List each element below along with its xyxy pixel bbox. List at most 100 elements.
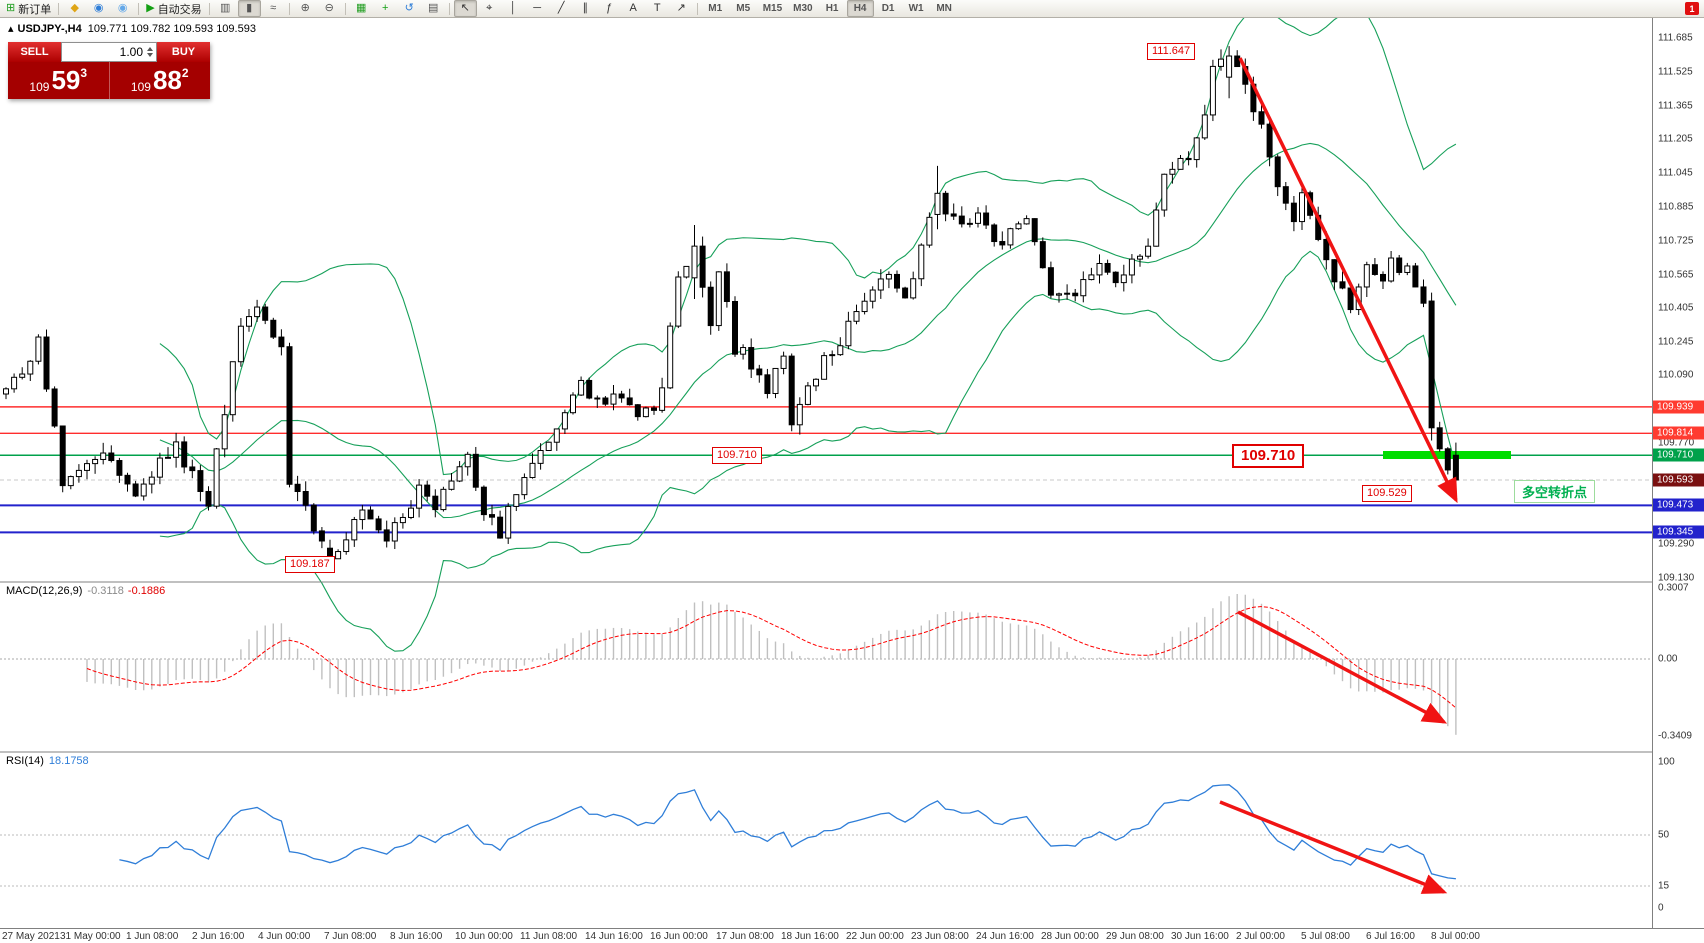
candle-body [861,300,868,313]
label-icon[interactable]: T [646,0,669,17]
timeframe-h4[interactable]: H4 [846,0,874,17]
support-icon: ◉ [93,2,104,14]
candle-body [1339,281,1346,289]
candle-body [764,374,771,395]
tile-windows-icon[interactable]: ▦ [350,0,373,17]
candle-body [399,516,406,524]
autotrade-button[interactable]: ▶ 自动交易 [143,0,204,17]
vertical-line-icon[interactable]: │ [502,0,525,17]
price-scale[interactable]: 111.685 111.525 111.365 111.205 111.045 110.8… [1652,18,1704,928]
chart-canvas[interactable]: ▴ USDJPY-,H4 109.771 109.782 109.593 109.5… [0,18,1652,928]
indicators-icon[interactable]: + [374,0,397,17]
line-chart-icon[interactable]: ≈ [262,0,285,17]
candlestick-chart-icon[interactable]: ▮ [237,0,261,17]
volume-value: 1.00 [119,45,143,59]
bollinger-lower-band [159,250,1457,652]
text-icon[interactable]: A [622,0,645,17]
time-label: 14 Jun 16:00 [585,931,643,942]
collapse-icon[interactable]: ▴ [8,23,14,35]
price-line-tag-109.710: 109.710 [1653,448,1704,462]
fibonacci-icon[interactable]: ƒ [598,0,621,17]
new-order-button[interactable]: ⊞ 新订单 [3,0,54,17]
bar-chart-icon[interactable]: ▥ [214,0,237,17]
horizontal-line-icon: ─ [533,2,542,14]
trend-arrow-3[interactable] [1219,800,1448,894]
bar-chart-icon: ▥ [219,2,231,14]
timeframe-m15[interactable]: M15 [762,3,783,14]
candle-body [1047,267,1054,296]
candle-body [1088,274,1095,281]
trend-arrow-1[interactable] [1238,57,1458,504]
candle-body [343,539,350,553]
candle-body [813,378,819,387]
zoom-out-icon[interactable]: ⊖ [318,0,341,17]
candle-body [894,273,900,289]
market-icon[interactable]: ◆ [63,0,86,17]
support-icon[interactable]: ◉ [87,0,110,17]
timeframe-mn[interactable]: MN [936,3,952,14]
price-label-109.710[interactable]: 109.710 [1232,444,1305,468]
timeframe-m1[interactable]: M1 [708,3,723,14]
candle-body [853,311,860,322]
price-label-109.529[interactable]: 109.529 [1362,485,1412,502]
candle-body [1323,238,1330,261]
trend-arrow-2[interactable] [1237,610,1448,724]
community-icon[interactable]: ◉ [111,0,134,17]
trendline-icon[interactable]: ╱ [550,0,573,17]
candle-body [11,376,18,390]
candle-body [1153,209,1160,247]
price-tick: 110.405 [1658,302,1694,314]
horizontal-line-icon[interactable]: ─ [526,0,549,17]
candle-body [35,336,42,362]
price-line-tag-109.939: 109.939 [1653,400,1704,414]
toolbar-separator [138,2,140,15]
crosshair-icon[interactable]: ⌖ [478,0,501,17]
candle-body [351,519,358,541]
arrows-icon[interactable]: ↗ [670,0,693,17]
rsi-title: RSI(14) [6,755,44,767]
candlestick-chart-icon: ▮ [246,2,253,14]
candle-body [885,273,892,280]
candle-body [804,385,811,405]
candle-body [1371,264,1378,275]
turning-point-note[interactable]: 多空转折点 [1514,480,1596,503]
price-tick: 111.045 [1658,167,1693,179]
sell-price-sup: 3 [80,66,88,80]
volume-input[interactable]: 1.00 [61,42,157,62]
sell-price[interactable]: 109 59 3 [8,62,110,99]
buy-price[interactable]: 109 88 2 [110,62,211,99]
price-label-109.187[interactable]: 109.187 [285,556,335,573]
price-label-109.710[interactable]: 109.710 [712,447,762,464]
candle-body [610,393,617,405]
templates-icon[interactable]: ▤ [422,0,445,17]
volume-down-arrow[interactable] [147,53,153,57]
candle-body [108,452,115,462]
price-tick: 111.205 [1658,133,1693,145]
volume-up-arrow[interactable] [147,47,153,51]
channel-icon[interactable]: ∥ [574,0,597,17]
price-label-111.647[interactable]: 111.647 [1147,43,1196,60]
time-axis[interactable]: 27 May 2021 31 May 00:00 1 Jun 08:00 2 Jun … [0,928,1704,943]
symbol-name: USDJPY-,H4 [17,23,82,35]
time-label: 29 Jun 08:00 [1106,931,1164,942]
candle-body [359,509,366,521]
candle-body [821,355,828,380]
zoom-in-icon[interactable]: ⊕ [294,0,317,17]
candle-body [602,397,609,405]
candle-body [877,278,884,291]
timeframe-d1[interactable]: D1 [881,3,895,14]
toolbar-separator [344,2,346,15]
candle-body [1388,257,1395,282]
candle-body [910,278,917,299]
alert-badge[interactable]: 1 [1685,2,1699,15]
timeframe-m30[interactable]: M30 [793,3,813,14]
buy-button[interactable]: BUY [157,42,210,62]
cursor-icon[interactable]: ↖ [453,0,477,17]
cycles-icon[interactable]: ↺ [398,0,421,17]
sell-button[interactable]: SELL [8,42,61,62]
timeframe-m5[interactable]: M5 [736,3,751,14]
timeframe-w1[interactable]: W1 [908,3,924,14]
candle-body [659,387,666,411]
timeframe-h1[interactable]: H1 [825,3,839,14]
candle-body [829,354,836,357]
